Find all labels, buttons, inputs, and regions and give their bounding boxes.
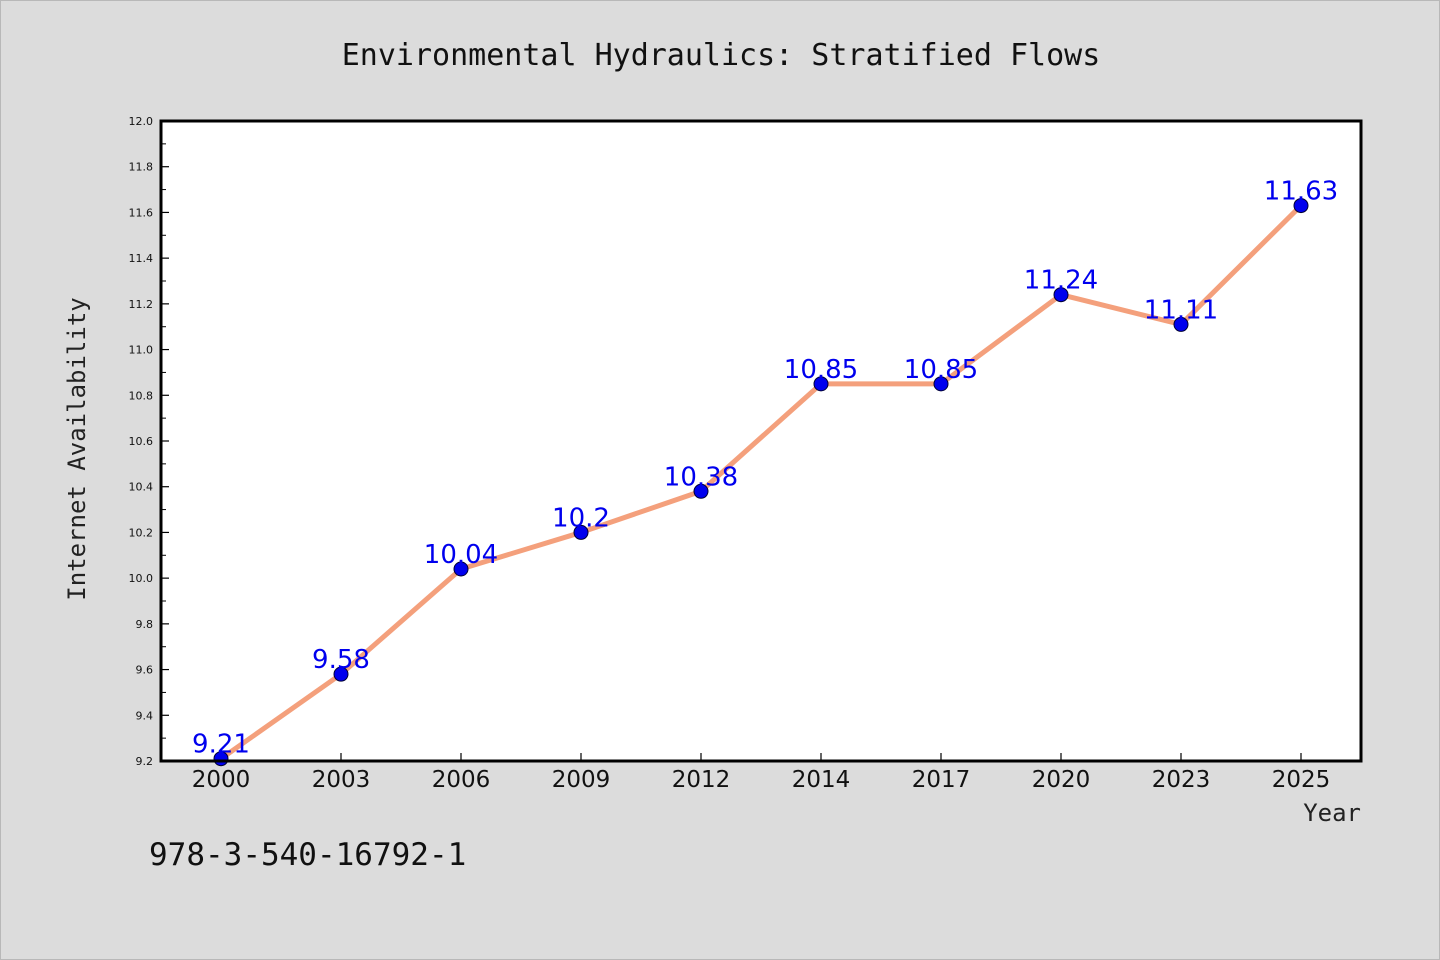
data-label: 10.2 [552,503,610,533]
data-point [813,376,829,392]
x-tick-label: 2012 [672,767,731,793]
x-tick-label: 2003 [312,767,371,793]
data-point [693,483,709,499]
data-point [1053,287,1069,303]
y-tick-label: 9.4 [136,709,154,722]
x-tick-label: 2020 [1032,767,1091,793]
y-tick-label: 10.2 [129,526,154,539]
x-tick-label: 2006 [432,767,491,793]
data-label: 10.85 [784,355,858,385]
x-tick-label: 2025 [1272,767,1331,793]
chart-title: Environmental Hydraulics: Stratified Flo… [342,38,1101,73]
x-tick-label: 2014 [792,767,851,793]
y-tick-label: 11.2 [129,298,154,311]
y-tick-label: 9.8 [136,618,154,631]
y-axis-ticks: 9.2 9.4 9.6 9.8 10.0 10.2 10.4 10.6 10.8 11.0 11.2… [129,115,169,768]
data-labels: 9.21 9.58 10.04 10.2 10.38 10.85 10.85 11.24 11.… [192,177,1338,760]
data-point [1173,316,1189,332]
y-tick-label: 10.0 [129,572,154,585]
y-tick-label: 11.6 [129,206,154,219]
data-label: 10.04 [424,540,498,570]
data-label: 11.11 [1144,295,1218,325]
y-tick-label: 12.0 [129,115,154,128]
data-point [1293,198,1309,214]
data-label: 9.58 [312,645,370,675]
y-tick-label: 11.4 [129,252,154,265]
data-label: 9.21 [192,730,250,760]
data-label: 11.24 [1024,266,1098,296]
data-label: 10.85 [904,355,978,385]
plot-frame [159,119,1363,763]
x-tick-label: 2023 [1152,767,1211,793]
y-tick-label: 10.4 [129,481,154,494]
x-tick-label: 2000 [192,767,251,793]
data-point [933,376,949,392]
y-tick-label: 10.8 [129,389,154,402]
y-tick-label: 11.0 [129,344,154,357]
data-point [573,524,589,540]
data-point [453,561,469,577]
x-axis-title: Year [1303,799,1361,827]
y-tick-label: 11.8 [129,161,154,174]
x-tick-label: 2017 [912,767,971,793]
data-label: 10.38 [664,462,738,492]
y-tick-label: 9.6 [136,664,154,677]
y-tick-label: 9.2 [136,755,154,768]
x-axis-ticks: 2000 2003 2006 2009 2012 2014 2017 2020 2023 2025 [192,753,1331,793]
x-tick-label: 2009 [552,767,611,793]
data-point [333,666,349,682]
isbn-footer: 978-3-540-16792-1 [149,837,466,873]
series-line [218,203,1304,762]
y-axis-title: Internet Availability [63,297,91,600]
y-tick-label: 10.6 [129,435,154,448]
data-label: 11.63 [1264,177,1338,207]
